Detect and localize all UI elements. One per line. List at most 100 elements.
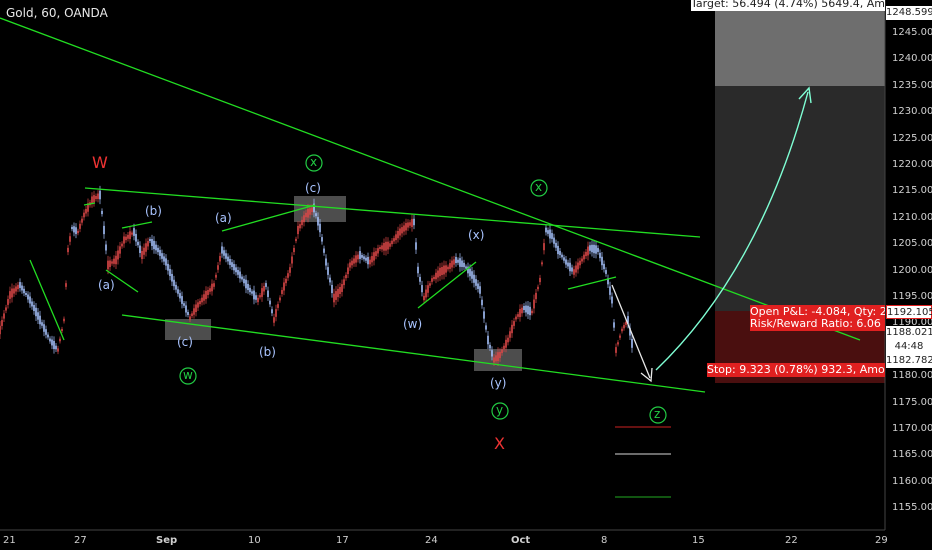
candle-body <box>193 308 195 315</box>
candle-body <box>607 278 609 285</box>
candle-body <box>107 260 109 270</box>
candle-body <box>93 195 95 203</box>
candle-body <box>251 291 253 294</box>
candle-body <box>317 217 319 226</box>
candle-body <box>337 288 339 298</box>
trendline-segment-5[interactable] <box>221 204 316 232</box>
candle-body <box>319 223 321 233</box>
trendline-upper-long[interactable] <box>0 17 861 341</box>
candle-body <box>71 226 73 230</box>
time-tick-label: 24 <box>425 535 438 546</box>
candle-body <box>487 335 489 345</box>
up-arrow-head <box>798 86 812 104</box>
trendlines[interactable] <box>0 17 861 393</box>
candle-body <box>33 304 35 312</box>
candle-body <box>23 288 25 294</box>
candle-body <box>459 258 461 267</box>
candle-body <box>617 342 619 345</box>
candle-body <box>583 254 585 260</box>
target-zone-upper <box>715 0 885 86</box>
candle-body <box>91 196 93 204</box>
candle-body <box>293 247 295 253</box>
candle-body <box>343 279 345 286</box>
trendline-segment-6[interactable] <box>417 261 477 309</box>
candle-body <box>249 287 251 293</box>
candle-body <box>207 290 209 295</box>
candle-body <box>227 256 229 262</box>
candle-body <box>547 230 549 234</box>
candle-body <box>389 243 391 247</box>
trendline-segment-2[interactable] <box>83 202 96 206</box>
candle-body <box>447 266 449 270</box>
candle-body <box>153 240 155 250</box>
price-tick-label: 1155.000 <box>892 502 932 514</box>
candle-body <box>243 278 245 284</box>
candle-body <box>31 301 33 307</box>
candle-body <box>433 276 435 280</box>
candle-body <box>593 244 595 254</box>
candle-body <box>217 265 219 270</box>
candle-body <box>211 283 213 292</box>
candle-body <box>275 309 277 317</box>
price-tick-label: 1235.000 <box>892 79 932 91</box>
candle-body <box>425 289 427 298</box>
wave-label-X: X <box>494 434 505 453</box>
candle-body <box>87 203 89 212</box>
candle-body <box>257 297 259 303</box>
trendline-segment-7[interactable] <box>567 276 617 290</box>
up-arrow-curve[interactable] <box>655 91 809 371</box>
candle-body <box>491 350 493 357</box>
candle-body <box>347 267 349 275</box>
candle-body <box>177 289 179 294</box>
candle-body <box>287 273 289 278</box>
candle-body <box>519 308 521 318</box>
candle-body <box>15 286 17 292</box>
time-tick-label: 29 <box>875 535 888 546</box>
stop-price-tag: 1182.782 <box>886 354 932 368</box>
candle-body <box>471 271 473 279</box>
down-arrow-line[interactable] <box>611 284 651 379</box>
candle-body <box>65 283 67 287</box>
candle-body <box>565 259 567 265</box>
candle-body <box>479 286 481 294</box>
candle-body <box>437 270 439 278</box>
candle-body <box>391 240 393 245</box>
candle-body <box>289 267 291 273</box>
stop-banner: Stop: 9.323 (0.78%) 932.3, Amou <box>707 363 885 377</box>
candle-body <box>605 270 607 274</box>
candle-body <box>115 255 117 265</box>
candle-body <box>505 339 507 348</box>
candle-body <box>139 245 141 253</box>
candle-body <box>61 328 63 332</box>
candle-body <box>549 229 551 239</box>
price-tick-label: 1245.000 <box>892 27 932 38</box>
wave-label-y2: (y) <box>490 376 507 390</box>
candle-body <box>493 357 495 363</box>
candle-body <box>151 239 153 246</box>
candle-body <box>341 284 343 292</box>
trendline-segment-3[interactable] <box>105 269 139 293</box>
trendline-segment-4[interactable] <box>121 221 153 229</box>
projection-arrows[interactable] <box>611 86 812 383</box>
wave-label-z-circle: z <box>654 407 661 421</box>
candle-body <box>155 244 157 251</box>
candle-body <box>265 283 267 287</box>
candle-body <box>379 246 381 250</box>
candle-body <box>43 324 45 332</box>
candle-body <box>313 203 315 213</box>
trendline-segment-1[interactable] <box>29 259 65 341</box>
candle-body <box>373 252 375 261</box>
price-tick-label: 1225.000 <box>892 132 932 144</box>
candle-body <box>263 286 265 292</box>
circle-z <box>649 406 667 424</box>
candle-body <box>47 334 49 338</box>
candle-body <box>123 236 125 244</box>
candle-body <box>73 226 75 233</box>
candle-body <box>631 338 633 348</box>
trendline-channel-bottom[interactable] <box>121 314 706 393</box>
price-tick-label: 1160.000 <box>892 475 932 487</box>
candle-body <box>503 345 505 350</box>
trendline-channel-top[interactable] <box>84 187 701 238</box>
price-tick-label: 1175.000 <box>892 396 932 408</box>
